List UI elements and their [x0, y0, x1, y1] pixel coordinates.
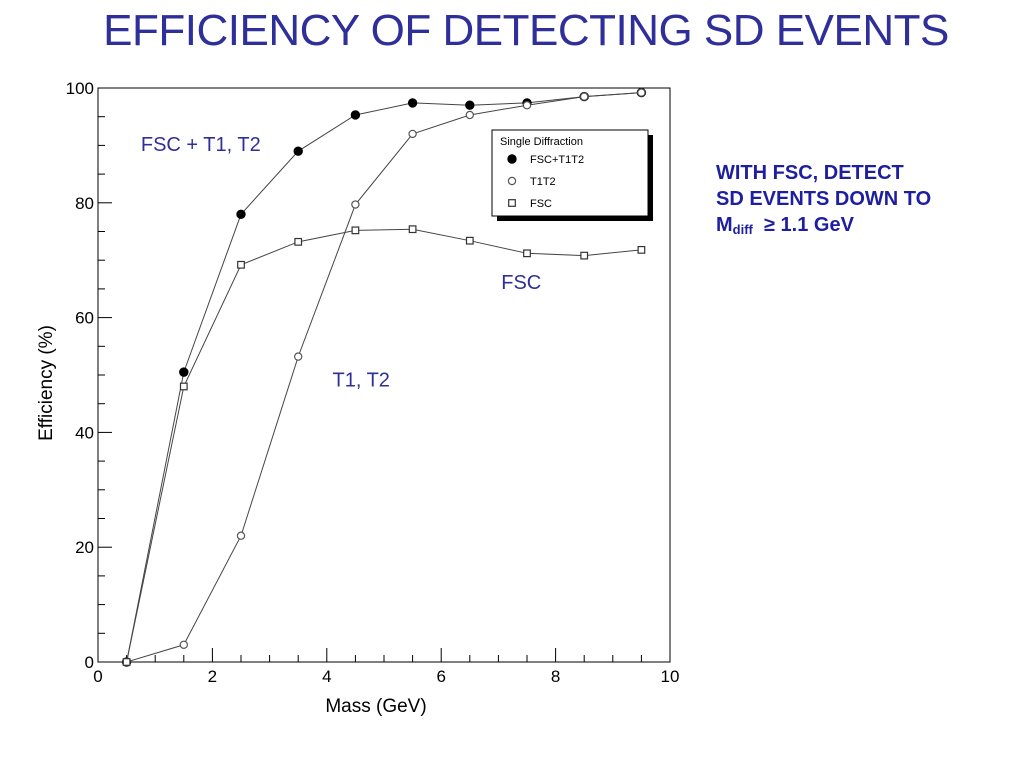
- series-fsc: [122, 225, 646, 666]
- data-point: [523, 249, 531, 258]
- x-tick-label: 8: [551, 667, 560, 686]
- data-point: [408, 225, 417, 234]
- legend-entry: FSC+T1T2: [530, 154, 584, 166]
- y-tick-label: 60: [75, 309, 94, 328]
- series-line: [126, 92, 642, 663]
- data-point: [179, 640, 188, 649]
- data-point: [236, 531, 246, 540]
- data-point: [465, 110, 474, 120]
- series-layer: [121, 87, 647, 667]
- slide-title: EFFICIENCY OF DETECTING SD EVENTS: [103, 6, 949, 55]
- data-point: [350, 110, 361, 120]
- x-tick-label: 4: [322, 667, 331, 686]
- x-axis-title: Mass (GeV): [325, 696, 426, 717]
- legend-title: Single Diffraction: [500, 136, 583, 148]
- y-tick-label: 40: [75, 423, 94, 442]
- y-tick-label: 0: [85, 653, 94, 672]
- data-point: [637, 245, 646, 254]
- data-point: [522, 101, 532, 110]
- side-note: WITH FSC, DETECT SD EVENTS DOWN TO Mdiff…: [716, 160, 931, 243]
- note-line-3: Mdiff ≥ 1.1 GeV: [716, 212, 931, 243]
- legend-entry: T1T2: [530, 176, 556, 188]
- y-tick-label: 80: [75, 194, 94, 213]
- note-line-2: SD EVENTS DOWN TO: [716, 188, 932, 210]
- series-line: [126, 228, 642, 663]
- data-point: [293, 146, 303, 156]
- legend: Single Diffraction FSC+T1T2 T1T2 FSC: [491, 129, 653, 221]
- legend-entry: FSC: [530, 198, 552, 210]
- y-axis-title: Efficiency (%): [36, 325, 57, 441]
- data-point: [237, 260, 245, 269]
- data-point: [351, 226, 360, 235]
- legend-marker: [508, 199, 516, 207]
- data-point: [351, 200, 360, 209]
- data-point: [294, 237, 303, 246]
- annotation-label: T1, T2: [333, 369, 390, 391]
- data-point: [179, 382, 188, 391]
- data-point: [465, 236, 474, 245]
- x-tick-label: 2: [208, 667, 217, 686]
- annotation-label: FSC + T1, T2: [141, 134, 261, 156]
- data-point: [408, 129, 417, 139]
- data-point: [465, 100, 475, 110]
- annotation-label: FSC: [501, 272, 541, 294]
- data-point: [179, 367, 189, 377]
- series-line: [126, 92, 642, 663]
- x-tick-label: 6: [436, 667, 445, 686]
- annotations: FSC + T1, T2 T1, T2 FSC: [141, 134, 541, 391]
- data-point: [407, 98, 418, 108]
- data-point: [236, 209, 246, 219]
- note-sub: diff: [732, 222, 753, 237]
- data-point: [580, 92, 589, 101]
- legend-marker: [507, 176, 517, 186]
- legend-marker: [507, 154, 517, 164]
- data-point: [580, 251, 589, 260]
- data-point: [294, 352, 303, 361]
- data-point: [122, 658, 131, 666]
- data-point: [637, 88, 646, 97]
- legend-box: [491, 129, 649, 217]
- note-tail: ≥ 1.1 GeV: [764, 214, 854, 236]
- x-tick-label: 10: [661, 667, 680, 686]
- y-tick-label: 20: [75, 538, 94, 557]
- x-tick-label: 0: [93, 667, 102, 686]
- y-tick-label: 100: [66, 79, 94, 98]
- note-line-1: WITH FSC, DETECT: [716, 162, 904, 184]
- note-m: M: [716, 214, 733, 236]
